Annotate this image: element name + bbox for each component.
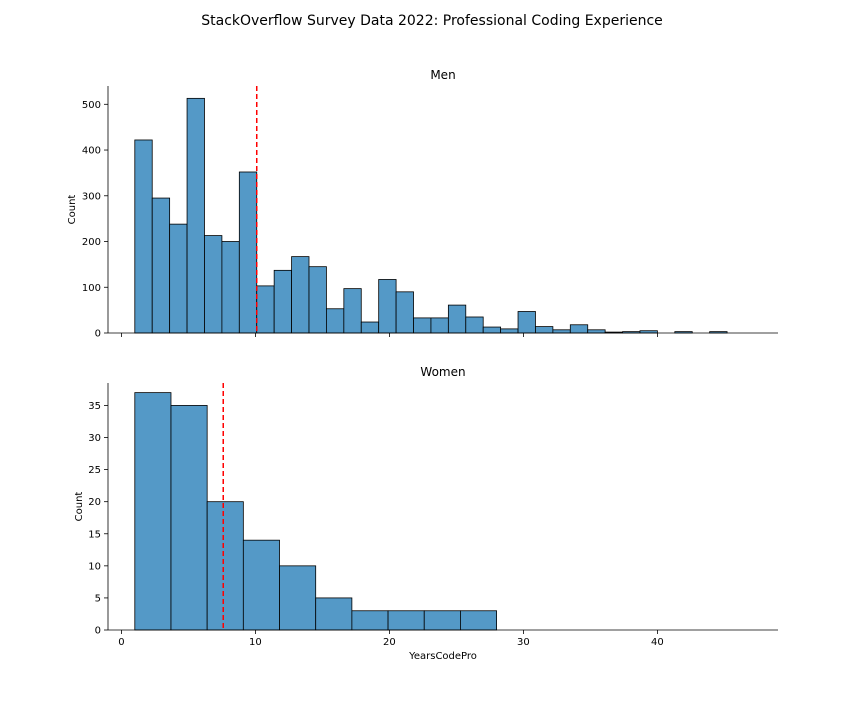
women-ylabel: Count [74, 492, 85, 522]
women-xtick-label: 10 [249, 637, 262, 648]
men-bar [169, 223, 188, 334]
men-ytick-label: 200 [82, 237, 101, 248]
men-bar [482, 326, 502, 334]
women-bar [170, 405, 208, 631]
women-bar [351, 610, 389, 631]
men-bar [204, 235, 223, 334]
men-ytick-label: 500 [82, 100, 101, 111]
men-bar [273, 269, 292, 334]
women-xtick-label: 0 [118, 637, 124, 648]
men-ytick-label: 100 [82, 283, 101, 294]
women-ytick-label: 10 [88, 561, 101, 572]
men-bars [134, 97, 728, 334]
women-bar [242, 539, 280, 631]
women-ytick-label: 35 [88, 401, 101, 412]
women-bar [315, 597, 353, 631]
men-panel: 0 100 200 300 400 500 Men Count [67, 68, 778, 340]
men-bar [447, 304, 467, 334]
women-ytick-label: 25 [88, 465, 101, 476]
men-bar [308, 266, 327, 334]
men-bar [291, 256, 310, 334]
men-bar [360, 321, 380, 334]
women-bar [387, 610, 425, 631]
women-bar [460, 610, 498, 631]
men-bar [151, 197, 171, 334]
men-bar [430, 317, 449, 334]
men-title: Men [430, 68, 455, 82]
women-ytick-label: 0 [95, 626, 101, 637]
men-ytick-label: 300 [82, 191, 101, 202]
men-bar [134, 139, 153, 334]
women-xtick-label: 20 [383, 637, 396, 648]
women-ytick-label: 20 [88, 497, 101, 508]
men-bar [343, 288, 362, 334]
women-ytick-label: 5 [95, 593, 101, 604]
men-bar [465, 316, 484, 334]
women-title: Women [420, 365, 465, 379]
women-xlabel: YearsCodePro [408, 651, 477, 662]
men-bar [500, 328, 519, 334]
men-bar [256, 285, 275, 334]
men-bar [326, 308, 345, 334]
men-bar [517, 311, 536, 334]
men-bar [395, 291, 414, 334]
panels: 0 100 200 300 400 500 Men Count 0 5 10 15 20 25 30 35 0 1… [67, 68, 778, 662]
women-ytick-label: 30 [88, 433, 101, 444]
women-panel: 0 5 10 15 20 25 30 35 0 10 20 30 40 Women Count YearsCo… [74, 365, 778, 662]
men-bar [186, 97, 205, 334]
men-bar [238, 171, 258, 334]
women-bar [423, 610, 461, 631]
men-bar [552, 329, 571, 334]
women-ytick-label: 15 [88, 529, 101, 540]
women-bar [134, 392, 172, 631]
men-bar [378, 279, 397, 334]
men-ylabel: Count [67, 195, 78, 225]
men-ytick-label: 0 [95, 329, 101, 340]
women-bars [134, 392, 498, 631]
women-bar [206, 501, 244, 631]
men-bar [587, 329, 606, 334]
figure-title: StackOverflow Survey Data 2022: Professi… [201, 13, 663, 29]
men-bar [535, 326, 554, 334]
men-bar [413, 317, 432, 334]
men-ytick-label: 400 [82, 146, 101, 157]
women-xtick-label: 30 [517, 637, 530, 648]
men-bar [221, 241, 240, 334]
men-bar [569, 324, 589, 334]
women-xtick-label: 40 [651, 637, 664, 648]
women-bar [279, 565, 317, 631]
